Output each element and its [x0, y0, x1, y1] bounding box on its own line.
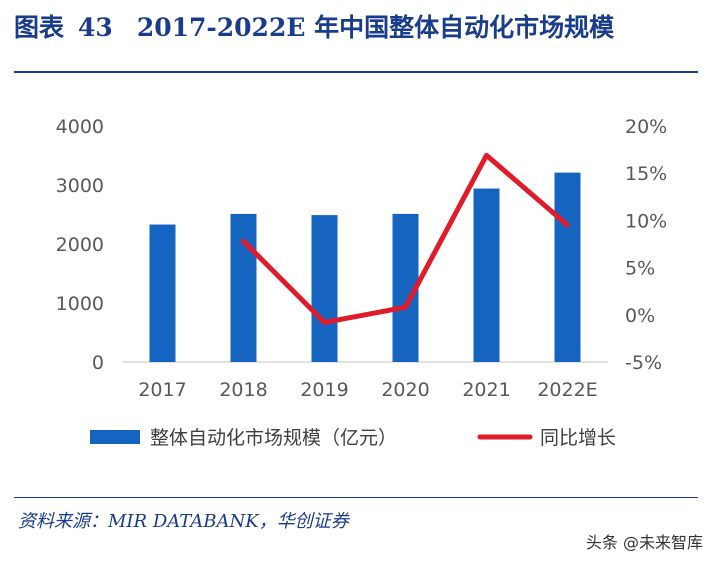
left-axis-tick-label: 3000: [56, 175, 104, 197]
x-axis-tick-label: 2018: [219, 379, 267, 401]
bar: [554, 172, 581, 362]
right-axis-tick-label: 20%: [625, 116, 667, 138]
right-axis-tick-label: 0%: [625, 305, 655, 327]
combo-chart: 0 1000 2000 3000 4000 -5% 0% 5% 10% 15% 20% 2017 201…: [56, 116, 668, 449]
source-note: 资料来源：MIR DATABANK，华创证券: [18, 511, 349, 532]
footer-rule: [14, 497, 698, 498]
bar: [149, 224, 176, 362]
x-axis-tick-label: 2017: [138, 379, 186, 401]
legend-bar-swatch: [90, 430, 140, 444]
x-axis-tick-label: 2022E: [537, 379, 597, 401]
x-axis-tick-label: 2020: [381, 379, 429, 401]
bar: [230, 213, 257, 362]
x-axis-tick-label: 2019: [300, 379, 348, 401]
header-rule: [14, 71, 698, 73]
left-axis-tick-label: 1000: [56, 293, 104, 315]
right-axis-tick-label: 5%: [625, 258, 655, 280]
bar: [473, 188, 500, 362]
figure-number: 43: [78, 13, 113, 42]
x-axis-tick-label: 2021: [462, 379, 510, 401]
left-axis-tick-label: 0: [92, 352, 104, 374]
figure-title-text: 2017-2022E 年中国整体自动化市场规模: [136, 13, 615, 42]
legend-label-market-size: 整体自动化市场规模（亿元）: [150, 427, 397, 449]
figure-label: 图表: [14, 13, 65, 42]
legend-label-growth: 同比增长: [540, 427, 616, 449]
left-axis-tick-label: 4000: [56, 116, 104, 138]
right-axis-tick-label: 15%: [625, 163, 667, 185]
growth-rate-line: [241, 152, 570, 325]
right-axis-tick-label: -5%: [625, 352, 662, 374]
bar: [311, 215, 338, 362]
figure-title: 图表 43 2017-2022E 年中国整体自动化市场规模: [14, 8, 614, 48]
right-axis-tick-label: 10%: [625, 210, 667, 232]
left-axis-tick-label: 2000: [56, 234, 104, 256]
watermark: 头条 @未来智库: [585, 533, 703, 552]
